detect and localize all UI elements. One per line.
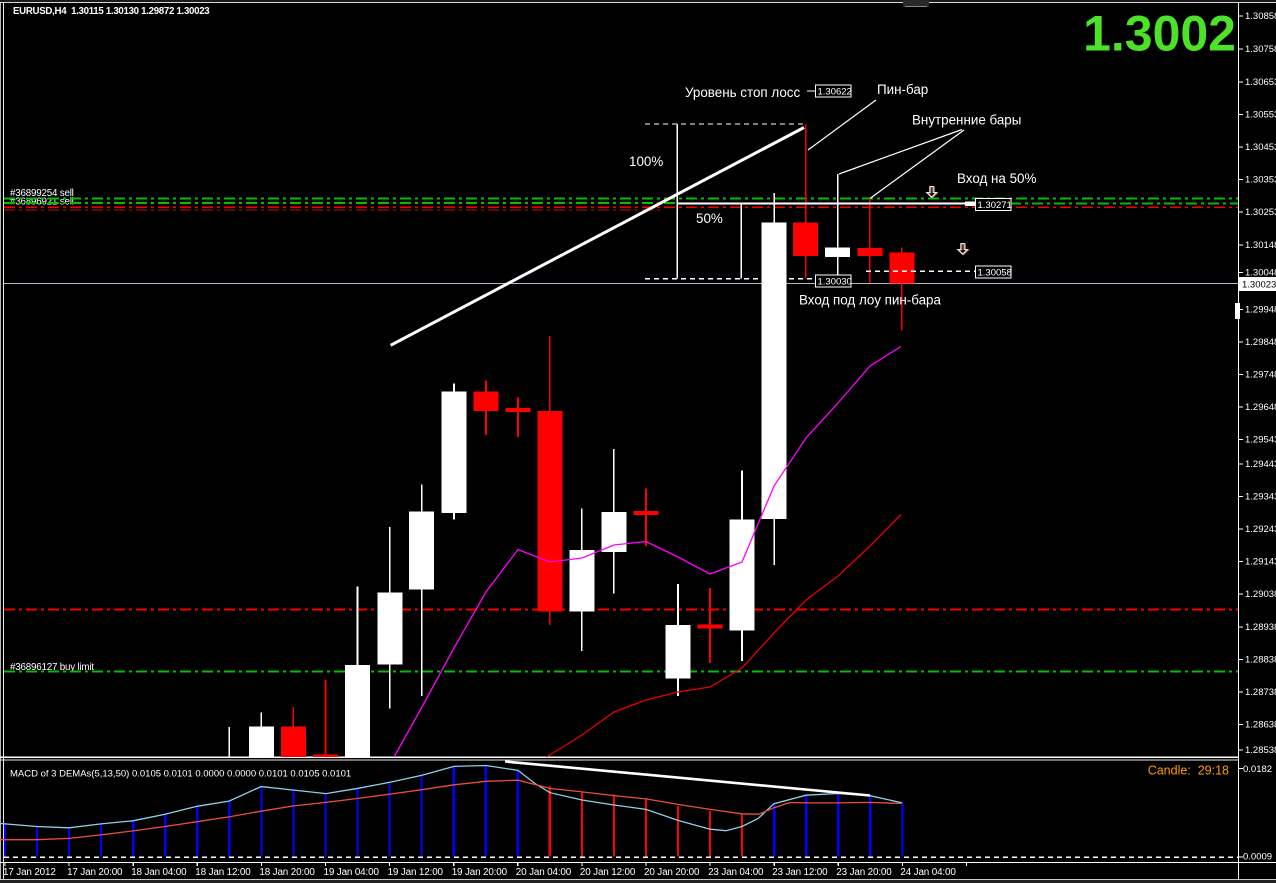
svg-text:1.29748: 1.29748 [1245, 370, 1276, 381]
svg-text:1.28838: 1.28838 [1245, 655, 1276, 666]
svg-text:Уровень стоп лосс: Уровень стоп лосс [685, 85, 801, 100]
svg-text:1.30553: 1.30553 [1245, 110, 1276, 121]
svg-text:1.29443: 1.29443 [1245, 459, 1276, 470]
svg-text:0.0009: 0.0009 [1243, 852, 1272, 863]
svg-text:19 Jan 20:00: 19 Jan 20:00 [452, 867, 508, 878]
svg-text:18 Jan 04:00: 18 Jan 04:00 [131, 867, 187, 878]
svg-text:20 Jan 12:00: 20 Jan 12:00 [580, 867, 636, 878]
svg-text:1.30622: 1.30622 [818, 86, 852, 97]
svg-text:1.28638: 1.28638 [1245, 720, 1276, 731]
svg-text:18 Jan 20:00: 18 Jan 20:00 [259, 867, 315, 878]
svg-text:1.29243: 1.29243 [1245, 524, 1276, 535]
svg-text:1.29848: 1.29848 [1245, 337, 1276, 348]
svg-text:1.30271: 1.30271 [978, 200, 1012, 211]
svg-text:1.29038: 1.29038 [1245, 589, 1276, 600]
svg-text:Пин-бар: Пин-бар [877, 82, 928, 97]
svg-text:18 Jan 12:00: 18 Jan 12:00 [195, 867, 251, 878]
svg-text:1.29343: 1.29343 [1245, 492, 1276, 503]
svg-text:20 Jan 20:00: 20 Jan 20:00 [644, 867, 700, 878]
svg-text:Вход на 50%: Вход на 50% [957, 171, 1036, 186]
svg-text:1.30858: 1.30858 [1245, 11, 1276, 22]
svg-text:Внутренние бары: Внутренние бары [912, 113, 1021, 128]
svg-text:1.28738: 1.28738 [1245, 687, 1276, 698]
svg-text:17 Jan 2012: 17 Jan 2012 [3, 867, 56, 878]
svg-text:1.30048: 1.30048 [1245, 268, 1276, 279]
svg-text:1.30023: 1.30023 [1242, 280, 1276, 291]
svg-text:17 Jan 20:00: 17 Jan 20:00 [67, 867, 123, 878]
svg-text:0.0182: 0.0182 [1243, 764, 1272, 775]
svg-text:1.30453: 1.30453 [1245, 142, 1276, 153]
svg-text:EURUSD,H4 1.30115 1.30130 1.2: EURUSD,H4 1.30115 1.30130 1.29872 1.3002… [13, 6, 210, 17]
svg-text:1.28938: 1.28938 [1245, 622, 1276, 633]
svg-text:19 Jan 04:00: 19 Jan 04:00 [324, 867, 380, 878]
svg-text:1.28538: 1.28538 [1245, 745, 1276, 756]
svg-text:1.30058: 1.30058 [978, 267, 1012, 278]
svg-text:1.30353: 1.30353 [1245, 175, 1276, 186]
svg-text:23 Jan 12:00: 23 Jan 12:00 [772, 867, 828, 878]
svg-text:23 Jan 04:00: 23 Jan 04:00 [708, 867, 764, 878]
svg-text:#36899254 sell: #36899254 sell [10, 188, 74, 199]
svg-text:23 Jan 20:00: 23 Jan 20:00 [836, 867, 892, 878]
svg-text:24 Jan 04:00: 24 Jan 04:00 [900, 867, 956, 878]
svg-text:19 Jan 12:00: 19 Jan 12:00 [388, 867, 444, 878]
svg-text:1.30253: 1.30253 [1245, 207, 1276, 218]
svg-text:1.29948: 1.29948 [1245, 305, 1276, 316]
svg-text:Вход под лоу пин-бара: Вход под лоу пин-бара [799, 293, 941, 308]
svg-text:1.29543: 1.29543 [1245, 435, 1276, 446]
svg-text:#36896921 sell: #36896921 sell [10, 197, 74, 208]
svg-text:MACD of 3 DEMAs(5,13,50) 0.010: MACD of 3 DEMAs(5,13,50) 0.0105 0.0101 0… [10, 769, 351, 780]
svg-text:#36896127 buy limit: #36896127 buy limit [10, 662, 94, 673]
svg-text:50%: 50% [696, 211, 723, 226]
svg-text:1.29143: 1.29143 [1245, 557, 1276, 568]
svg-text:Candle: 29:18: Candle: 29:18 [1148, 764, 1229, 778]
svg-text:20 Jan 04:00: 20 Jan 04:00 [516, 867, 572, 878]
svg-text:1.30148: 1.30148 [1245, 240, 1276, 251]
svg-text:1.3002: 1.3002 [1083, 6, 1236, 62]
svg-text:100%: 100% [629, 154, 663, 169]
svg-text:1.30758: 1.30758 [1245, 44, 1276, 55]
svg-text:1.30653: 1.30653 [1245, 77, 1276, 88]
svg-text:1.29648: 1.29648 [1245, 402, 1276, 413]
svg-text:1.30030: 1.30030 [818, 276, 852, 287]
